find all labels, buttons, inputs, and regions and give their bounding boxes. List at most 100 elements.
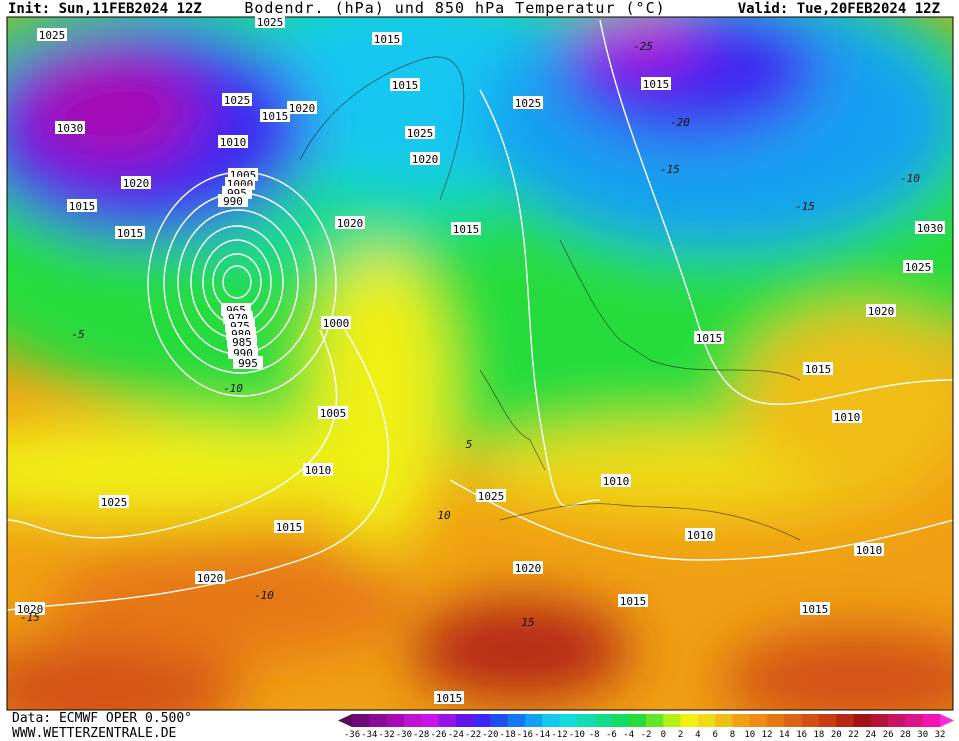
colorbar-tick-label: 10	[744, 730, 755, 740]
isobar-label: 1015	[453, 223, 480, 236]
isobar-label-box	[303, 463, 333, 476]
isobar-label: 1020	[515, 562, 542, 575]
colorbar-tick-label: -12	[551, 730, 567, 740]
isobar-label: 1005	[320, 407, 347, 420]
colorbar-tick-label: 20	[831, 730, 842, 740]
colorbar-segment	[421, 714, 439, 727]
isobar-label-box	[115, 226, 145, 239]
isobar-label-box	[685, 528, 715, 541]
colorbar-tick-label: -18	[500, 730, 516, 740]
isobar-label-box	[618, 594, 648, 607]
isobar-label: 1025	[478, 490, 505, 503]
colorbar-segment	[784, 714, 803, 727]
colorbar-segment	[818, 714, 837, 727]
site-name: WWW.WETTERZENTRALE.DE	[12, 726, 176, 741]
colorbar-segment	[922, 714, 941, 727]
isobar-label: 1025	[224, 94, 251, 107]
colorbar-tick-label: 26	[883, 730, 894, 740]
colorbar-tick-label: 24	[865, 730, 876, 740]
colorbar-segment	[438, 714, 457, 727]
colorbar-tick-label: 14	[779, 730, 790, 740]
colorbar-tick-label: -22	[465, 730, 481, 740]
isobar-label: 1010	[305, 464, 332, 477]
colorbar: -36 -34 -32 -30 -28 -26 -24 -22 -20 -18 -16 -14 -12-…	[338, 714, 954, 740]
isobar-label-box	[287, 101, 317, 114]
isobar-label: 1015	[69, 200, 96, 213]
isobar-label: 1010	[220, 136, 247, 149]
colorbar-tick-label: -20	[482, 730, 498, 740]
isobar-label-box	[832, 410, 862, 423]
isobar-label: 1030	[917, 222, 944, 235]
isobar-label-box	[601, 474, 631, 487]
isobar-label-box	[37, 28, 67, 41]
colorbar-tick-label: -14	[534, 730, 550, 740]
isobar-label: 1020	[868, 305, 895, 318]
isobar-label-box	[915, 221, 945, 234]
isobar-label: 1025	[905, 261, 932, 274]
isobar-label: 1010	[687, 529, 714, 542]
colorbar-tick-label: -4	[623, 730, 634, 740]
colorbar-segment	[646, 714, 664, 727]
isobar-label-box	[255, 15, 285, 28]
colorbar-tick-label: -36	[344, 730, 360, 740]
colorbar-segment	[732, 714, 751, 727]
isobar-label: 1015	[374, 33, 401, 46]
colorbar-segment	[473, 714, 491, 727]
isobar-label-box	[55, 121, 85, 134]
colorbar-segment	[576, 714, 595, 727]
colorbar-segment	[697, 714, 716, 727]
temperature-label: -15	[660, 163, 680, 176]
isobar-label-box	[321, 316, 351, 329]
colorbar-arrow	[940, 714, 954, 727]
colorbar-arrow	[338, 714, 352, 727]
colorbar-segment	[524, 714, 543, 727]
isobar-label: 1025	[257, 16, 284, 29]
colorbar-segment	[680, 714, 699, 727]
isobar-label-box	[233, 356, 263, 369]
colorbar-segment	[801, 714, 820, 727]
isobar-label-box	[803, 362, 833, 375]
colorbar-tick-label: 30	[917, 730, 928, 740]
data-source: Data: ECMWF OPER 0.500°	[12, 711, 192, 726]
isobar-label: 1020	[123, 177, 150, 190]
temperature-label: 15	[521, 616, 534, 629]
isobar-label: 1025	[515, 97, 542, 110]
temperature-label: -10	[900, 172, 920, 185]
isobar-label-box	[372, 32, 402, 45]
isobar-label: 1020	[17, 603, 44, 616]
isobar-label: 1020	[197, 572, 224, 585]
colorbar-segment	[611, 714, 630, 727]
map-frame	[6, 16, 954, 711]
colorbar-segment	[403, 714, 422, 727]
colorbar-tick-label: -34	[361, 730, 377, 740]
colorbar-tick-label: 2	[678, 730, 683, 740]
isobar-label-box	[218, 194, 248, 207]
isobar-label-box	[318, 406, 348, 419]
colorbar-segment	[542, 714, 561, 727]
valid-time: Valid: Tue,20FEB2024 12Z	[738, 1, 940, 17]
isobar-label-box	[405, 126, 435, 139]
colorbar-segment	[628, 714, 647, 727]
isobar-label-box	[866, 304, 896, 317]
isobar-label: 1015	[805, 363, 832, 376]
isobar-label-box	[641, 77, 671, 90]
isobar-label: 1015	[696, 332, 723, 345]
isobar-label: 1010	[834, 411, 861, 424]
isobar-label: 1025	[39, 29, 66, 42]
colorbar-tick-label: -28	[413, 730, 429, 740]
isobar-label-box	[390, 78, 420, 91]
colorbar-tick-label: -32	[378, 730, 394, 740]
colorbar-tick-label: 22	[848, 730, 859, 740]
isobar-label-box	[274, 520, 304, 533]
isobar-label: 1015	[392, 79, 419, 92]
temperature-label: -5	[71, 328, 84, 341]
colorbar-segment	[559, 714, 578, 727]
colorbar-segment	[905, 714, 924, 727]
colorbar-segment	[455, 714, 474, 727]
colorbar-segment	[594, 714, 612, 727]
colorbar-segment	[490, 714, 509, 727]
isobar-label-box	[195, 571, 225, 584]
isobar-label: 1025	[407, 127, 434, 140]
colorbar-segment	[507, 714, 526, 727]
